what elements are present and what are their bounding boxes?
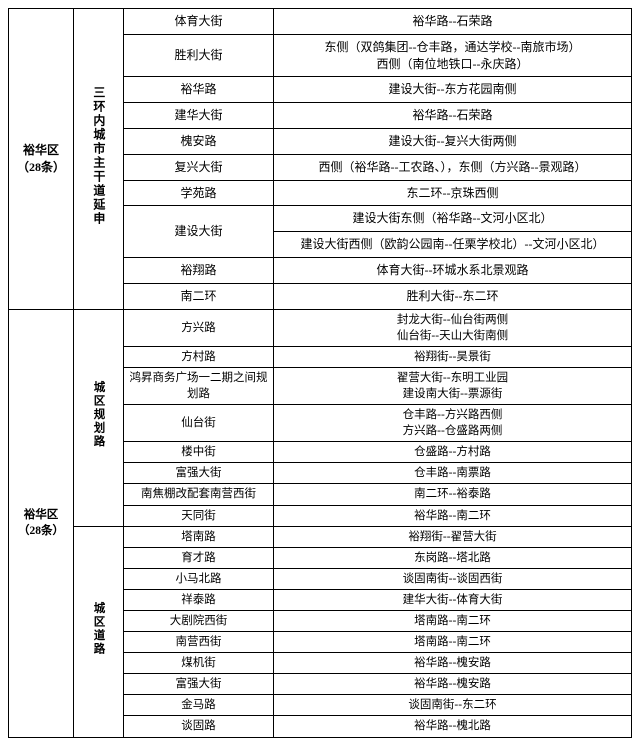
desc-cell: 建设大街西侧（欧韵公园南--任栗学校北）--文河小区北） <box>274 232 632 258</box>
street-cell: 煤机街 <box>124 653 274 674</box>
desc-cell: 建设大街--复兴大街两侧 <box>274 128 632 154</box>
street-cell: 建设大街 <box>124 206 274 258</box>
desc-cell: 南二环--裕泰路 <box>274 484 632 505</box>
desc-cell: 建设大街--东方花园南侧 <box>274 77 632 103</box>
desc-cell: 谈固南街--谈固西街 <box>274 568 632 589</box>
desc-cell: 裕华路--槐安路 <box>274 674 632 695</box>
street-cell: 裕翔路 <box>124 257 274 283</box>
street-cell: 复兴大街 <box>124 154 274 180</box>
street-cell: 南二环 <box>124 283 274 309</box>
street-cell: 富强大街 <box>124 463 274 484</box>
street-cell: 胜利大街 <box>124 34 274 77</box>
street-cell: 小马北路 <box>124 568 274 589</box>
desc-cell: 裕华路--槐北路 <box>274 716 632 737</box>
street-cell: 鸿昇商务广场一二期之间规划路 <box>124 367 274 404</box>
street-cell: 祥泰路 <box>124 589 274 610</box>
desc-cell: 塔南路--南二环 <box>274 632 632 653</box>
street-cell: 谈固路 <box>124 716 274 737</box>
street-cell: 仙台街 <box>124 405 274 442</box>
street-cell: 大剧院西街 <box>124 610 274 631</box>
desc-cell: 裕华路--石荣路 <box>274 9 632 35</box>
street-cell: 体育大街 <box>124 9 274 35</box>
desc-cell: 东二环--京珠西侧 <box>274 180 632 206</box>
desc-cell: 翟营大街--东明工业园建设南大街--票源街 <box>274 367 632 404</box>
desc-cell: 西侧（裕华路--工农路、），东侧（方兴路--景观路） <box>274 154 632 180</box>
desc-cell: 裕华路--槐安路 <box>274 653 632 674</box>
desc-cell: 体育大街--环城水系北景观路 <box>274 257 632 283</box>
street-cell: 方村路 <box>124 346 274 367</box>
desc-cell: 仓丰路--方兴路西侧方兴路--仓盛路两侧 <box>274 405 632 442</box>
street-cell: 方兴路 <box>124 309 274 346</box>
table-row: 裕华区（28条）三环内城市主干道延申体育大街裕华路--石荣路 <box>9 9 632 35</box>
category-cell: 三环内城市主干道延申 <box>74 9 124 310</box>
street-cell: 学苑路 <box>124 180 274 206</box>
district-cell: 裕华区（28条） <box>9 309 74 737</box>
table-row: 裕华区（28条）城区规划路方兴路封龙大街--仙台街两侧仙台街--天山大街南侧 <box>9 309 632 346</box>
desc-cell: 塔南路--南二环 <box>274 610 632 631</box>
street-cell: 南营西街 <box>124 632 274 653</box>
district-cell: 裕华区（28条） <box>9 9 74 310</box>
desc-cell: 建华大街--体育大街 <box>274 589 632 610</box>
street-cell: 楼中街 <box>124 442 274 463</box>
street-cell: 槐安路 <box>124 128 274 154</box>
desc-cell: 裕华路--南二环 <box>274 505 632 526</box>
desc-cell: 谈固南街--东二环 <box>274 695 632 716</box>
desc-cell: 裕翔街--翟营大街 <box>274 526 632 547</box>
street-cell: 塔南路 <box>124 526 274 547</box>
desc-cell: 建设大街东侧（裕华路--文河小区北） <box>274 206 632 232</box>
street-cell: 富强大街 <box>124 674 274 695</box>
category-cell: 城区道路 <box>74 526 124 737</box>
street-cell: 育才路 <box>124 547 274 568</box>
desc-cell: 东侧（双鸽集团--仓丰路，通达学校--南旅市场）西侧（南位地铁口--永庆路） <box>274 34 632 77</box>
desc-cell: 仓丰路--南票路 <box>274 463 632 484</box>
desc-cell: 胜利大街--东二环 <box>274 283 632 309</box>
roads-table: 裕华区（28条）三环内城市主干道延申体育大街裕华路--石荣路胜利大街东侧（双鸽集… <box>8 8 632 738</box>
desc-cell: 仓盛路--方村路 <box>274 442 632 463</box>
street-cell: 南焦棚改配套南营西街 <box>124 484 274 505</box>
category-cell: 城区规划路 <box>74 309 124 526</box>
street-cell: 建华大街 <box>124 103 274 129</box>
table-row: 城区道路塔南路裕翔街--翟营大街 <box>9 526 632 547</box>
desc-cell: 裕华路--石荣路 <box>274 103 632 129</box>
street-cell: 天同街 <box>124 505 274 526</box>
street-cell: 金马路 <box>124 695 274 716</box>
desc-cell: 封龙大街--仙台街两侧仙台街--天山大街南侧 <box>274 309 632 346</box>
desc-cell: 东岗路--塔北路 <box>274 547 632 568</box>
desc-cell: 裕翔街--昊景街 <box>274 346 632 367</box>
street-cell: 裕华路 <box>124 77 274 103</box>
